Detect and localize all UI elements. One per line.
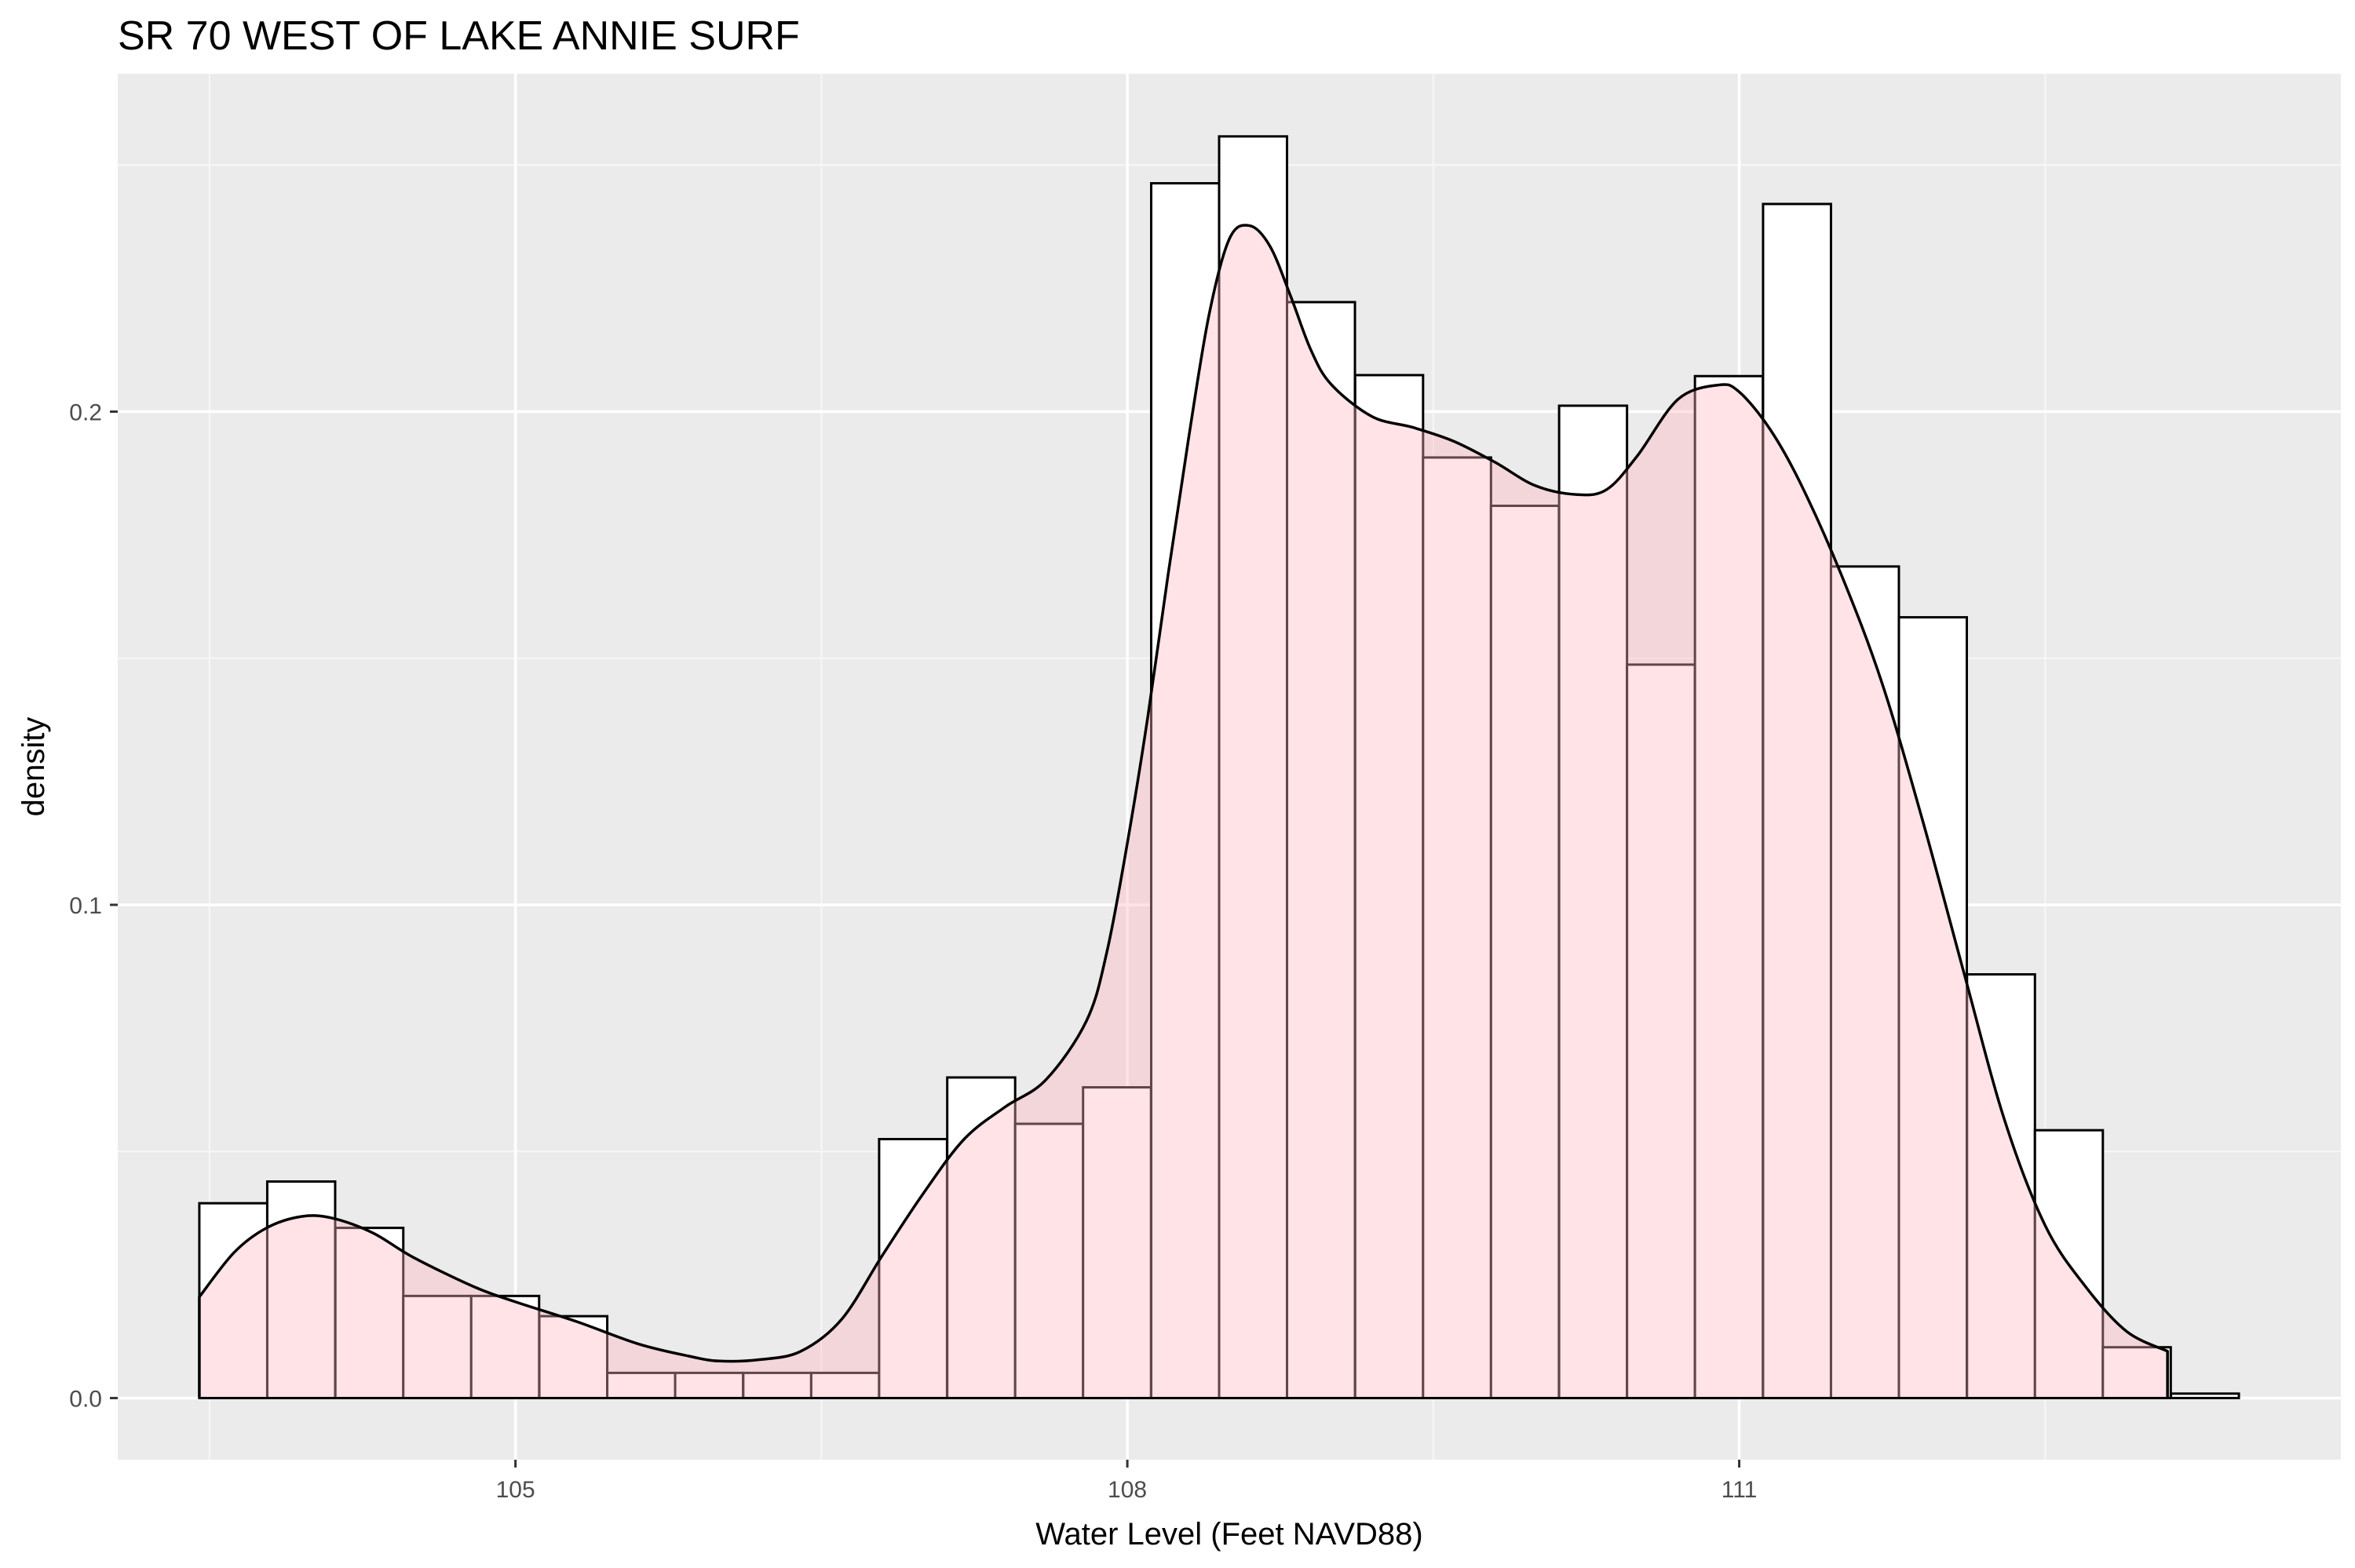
y-tick-label: 0.1 [69, 893, 102, 919]
histogram-bar [1489, 505, 1561, 1399]
x-tick-label: 111 [1722, 1477, 1758, 1503]
x-axis: 105 108 111 [496, 1460, 1758, 1503]
histogram-bar [1966, 973, 2036, 1399]
x-tick-label: 108 [1108, 1477, 1147, 1503]
y-axis: 0.0 0.1 0.2 [69, 400, 118, 1412]
histogram-bars [198, 135, 2240, 1399]
density-curve [198, 224, 2169, 1398]
histogram-bar [1218, 135, 1289, 1399]
x-axis-title: Water Level (Feet NAVD88) [1035, 1517, 1423, 1552]
histogram-bar [1353, 374, 1425, 1399]
density-area [199, 224, 2168, 1398]
histogram-bar [1897, 616, 1968, 1399]
histogram-bar [606, 1371, 677, 1399]
histogram-bar [2170, 1392, 2240, 1399]
histogram-bar [1693, 374, 1765, 1399]
histogram-bar [946, 1076, 1017, 1399]
x-tick-label: 105 [496, 1477, 535, 1503]
histogram-bar [1149, 182, 1221, 1399]
histogram-bar [878, 1137, 948, 1399]
histogram-bar [1082, 1086, 1152, 1399]
y-axis-title: density [16, 717, 51, 817]
histogram-bar [742, 1371, 812, 1399]
histogram-bar [1013, 1122, 1085, 1399]
chart-title: SR 70 WEST OF LAKE ANNIE SURF [118, 13, 800, 59]
histogram-bar [469, 1294, 541, 1399]
histogram-bar [1557, 404, 1629, 1399]
histogram-bar [2101, 1346, 2172, 1399]
histogram-bar [1626, 663, 1696, 1399]
histogram-bar [1422, 456, 1492, 1399]
y-tick-label: 0.0 [69, 1386, 102, 1412]
y-tick-label: 0.2 [69, 400, 102, 426]
